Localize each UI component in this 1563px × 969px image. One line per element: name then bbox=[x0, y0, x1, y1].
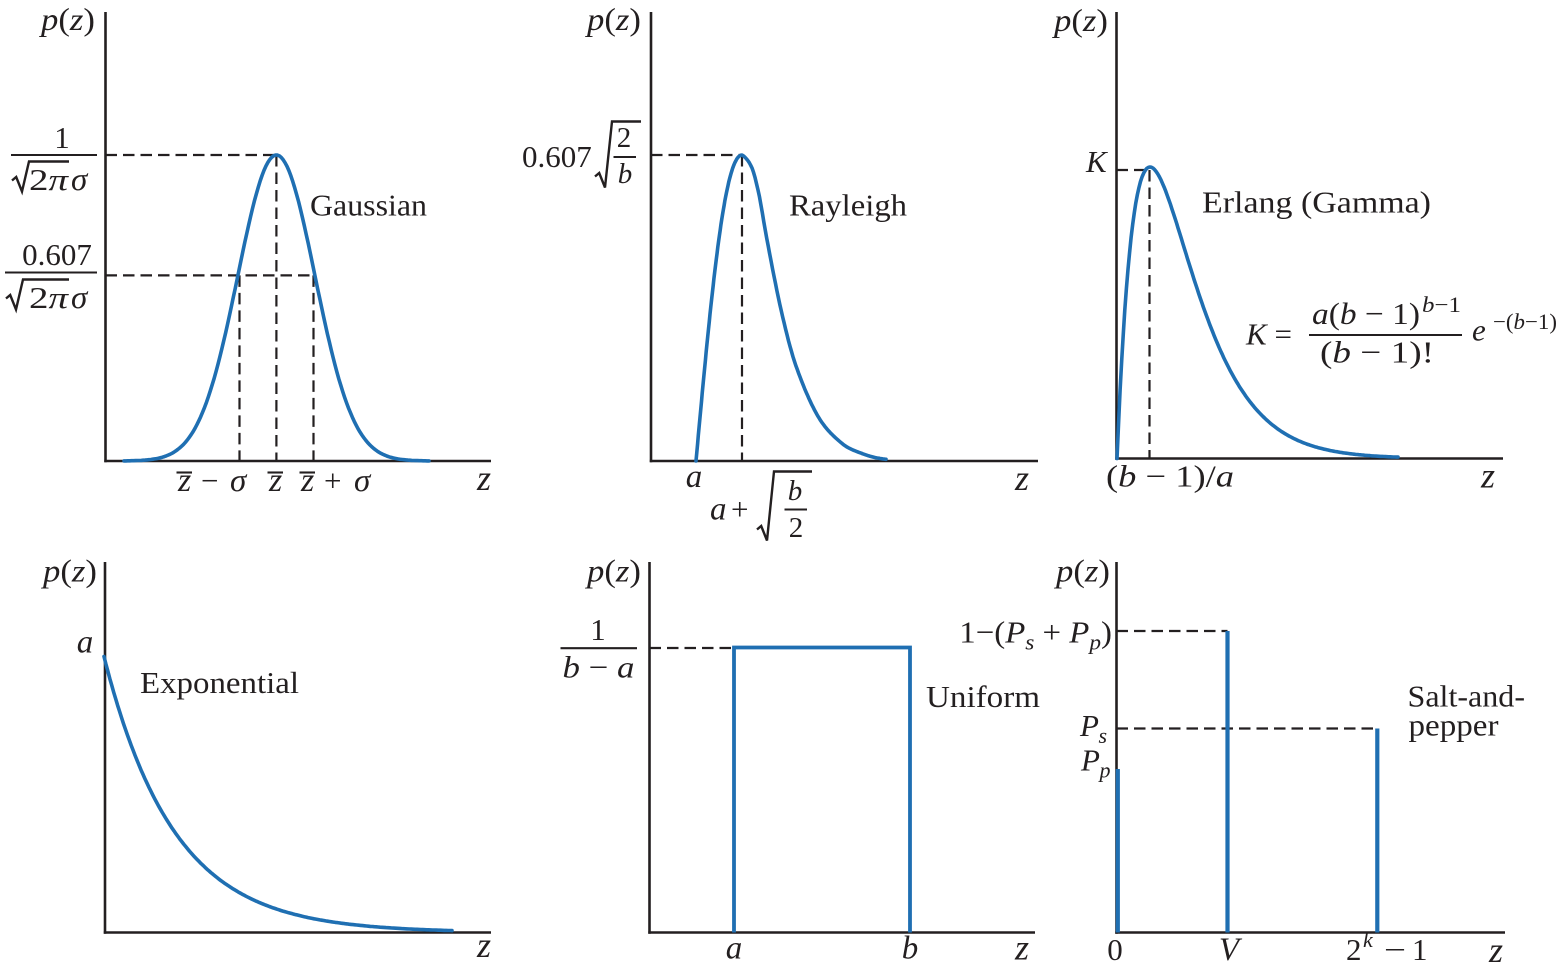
svg-text:z: z bbox=[1014, 458, 1029, 498]
svg-text:0.607: 0.607 bbox=[522, 139, 592, 174]
svg-text:a: a bbox=[77, 625, 94, 661]
svg-text:Salt-and-: Salt-and- bbox=[1408, 679, 1526, 714]
svg-text:Erlang (Gamma): Erlang (Gamma) bbox=[1202, 185, 1431, 220]
svg-text:1: 1 bbox=[590, 612, 606, 647]
svg-text:0: 0 bbox=[1107, 932, 1123, 967]
svg-text:e: e bbox=[1472, 313, 1486, 348]
svg-text:σ: σ bbox=[230, 463, 248, 499]
svg-text:p(z): p(z) bbox=[585, 553, 641, 589]
svg-text:−(b−1): −(b−1) bbox=[1493, 309, 1557, 334]
svg-text:P: P bbox=[1080, 743, 1100, 778]
svg-text:z: z bbox=[1480, 456, 1495, 496]
svg-text:z: z bbox=[1014, 928, 1029, 968]
svg-text:0.607: 0.607 bbox=[22, 237, 92, 272]
svg-text:p(z): p(z) bbox=[39, 1, 95, 37]
svg-text:z: z bbox=[300, 462, 314, 499]
svg-text:1: 1 bbox=[1412, 932, 1428, 967]
svg-text:Exponential: Exponential bbox=[140, 665, 299, 700]
svg-text:a: a bbox=[686, 459, 703, 495]
svg-text:+: + bbox=[731, 492, 748, 527]
svg-text:Rayleigh: Rayleigh bbox=[789, 188, 908, 223]
svg-text:a: a bbox=[726, 931, 743, 967]
svg-text:Gaussian: Gaussian bbox=[310, 188, 428, 223]
svg-text:2: 2 bbox=[617, 122, 632, 154]
svg-text:k: k bbox=[1363, 927, 1374, 952]
svg-text:+: + bbox=[324, 463, 341, 498]
svg-text:b: b bbox=[618, 158, 633, 190]
svg-text:z: z bbox=[476, 925, 491, 965]
svg-text:z: z bbox=[1488, 930, 1503, 969]
svg-text:pepper: pepper bbox=[1409, 708, 1500, 743]
svg-text:s: s bbox=[1099, 723, 1108, 748]
svg-text:p: p bbox=[1098, 758, 1111, 783]
svg-text:−: − bbox=[1384, 932, 1406, 967]
svg-text:a(b − 1): a(b − 1) bbox=[1312, 296, 1420, 331]
svg-text:V: V bbox=[1219, 932, 1243, 968]
svg-text:2: 2 bbox=[789, 512, 804, 544]
svg-text:−: − bbox=[201, 463, 218, 498]
svg-text:2π: 2π bbox=[29, 162, 70, 197]
svg-text:p(z): p(z) bbox=[585, 1, 641, 37]
svg-text:2: 2 bbox=[1346, 932, 1362, 967]
svg-text:p(z): p(z) bbox=[41, 553, 97, 589]
svg-text:p(z): p(z) bbox=[1054, 553, 1110, 589]
svg-text:z: z bbox=[476, 458, 491, 498]
svg-text:σ: σ bbox=[71, 280, 89, 316]
svg-text:1: 1 bbox=[54, 120, 70, 155]
svg-text:(b − 1)!: (b − 1)! bbox=[1320, 335, 1434, 370]
svg-text:1−(Ps + Pp): 1−(Ps + Pp) bbox=[959, 615, 1112, 655]
svg-text:(b − 1)/a: (b − 1)/a bbox=[1106, 459, 1234, 494]
svg-text:b: b bbox=[902, 931, 919, 967]
svg-text:b−1: b−1 bbox=[1422, 292, 1461, 317]
svg-text:K =: K = bbox=[1245, 317, 1292, 352]
svg-text:b − a: b − a bbox=[563, 650, 635, 685]
svg-text:2π: 2π bbox=[29, 280, 70, 315]
svg-text:σ: σ bbox=[71, 162, 89, 198]
svg-text:z: z bbox=[177, 462, 191, 499]
svg-text:Uniform: Uniform bbox=[926, 679, 1040, 714]
svg-text:a: a bbox=[710, 492, 727, 528]
svg-text:K: K bbox=[1085, 144, 1109, 179]
svg-text:b: b bbox=[788, 475, 803, 507]
svg-text:σ: σ bbox=[354, 463, 372, 499]
svg-text:z: z bbox=[268, 462, 282, 499]
svg-text:P: P bbox=[1079, 708, 1099, 743]
svg-text:p(z): p(z) bbox=[1052, 2, 1108, 38]
